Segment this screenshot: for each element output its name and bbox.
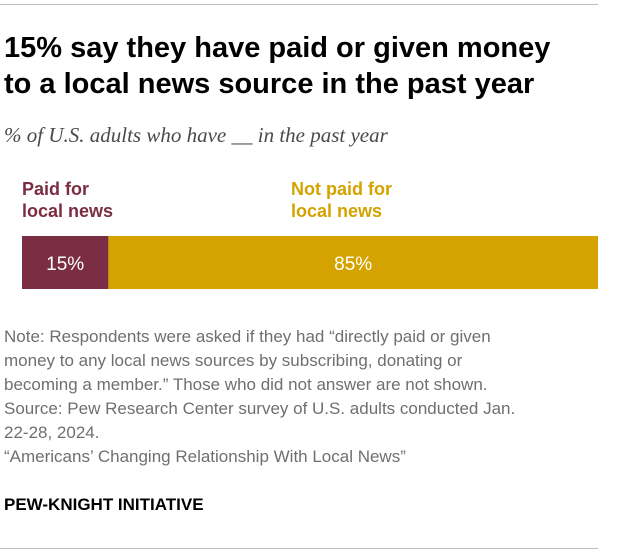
note-line-5: 22-28, 2024.	[4, 423, 100, 442]
brand-label: PEW-KNIGHT INITIATIVE	[4, 495, 204, 514]
chart-note: Note: Respondents were asked if they had…	[4, 325, 604, 469]
legend-label-paid-line-1: Paid for	[22, 179, 90, 199]
data-label-paid: 15%	[46, 254, 84, 275]
note-line-6: “Americans’ Changing Relationship With L…	[4, 447, 406, 466]
chart-title: 15% say they have paid or given money to…	[4, 30, 604, 102]
bottom-divider	[0, 548, 598, 549]
chart-title-line-2: to a local news source in the past year	[4, 68, 535, 100]
legend-label-paid-line-2: local news	[22, 201, 114, 221]
data-label-not-paid: 85%	[334, 254, 372, 275]
chart-title-line-1: 15% say they have paid or given money	[4, 32, 551, 64]
chart-subtitle: % of U.S. adults who have __ in the past…	[4, 123, 388, 147]
top-divider	[0, 4, 598, 5]
legend-label-not-paid-line-1: Not paid for	[291, 179, 392, 199]
note-line-1: Note: Respondents were asked if they had…	[4, 327, 491, 346]
note-line-2: money to any local news sources by subsc…	[4, 351, 463, 370]
note-line-4: Source: Pew Research Center survey of U.…	[4, 399, 516, 418]
stacked-bar-chart: 15% 85%	[22, 236, 598, 289]
legend-label-paid: Paid for local news	[22, 178, 182, 222]
legend-label-not-paid-line-2: local news	[291, 201, 383, 221]
bar-segment-paid	[22, 236, 109, 289]
legend-label-not-paid: Not paid for local news	[291, 178, 451, 222]
bar-segment-not-paid	[108, 236, 598, 289]
note-line-3: becoming a member.” Those who did not an…	[4, 375, 488, 394]
